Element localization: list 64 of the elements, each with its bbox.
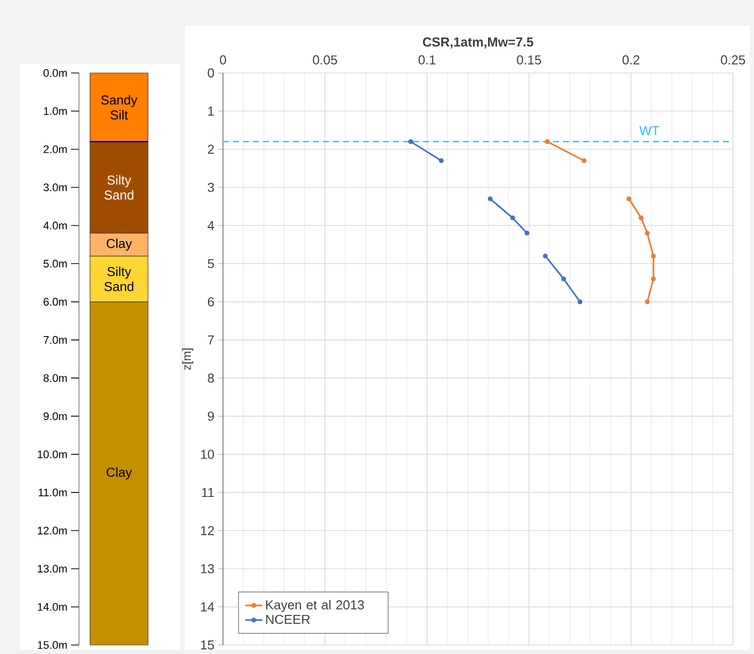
y-tick-label: 3.0m	[44, 184, 67, 192]
y-tick-label: 7	[208, 335, 214, 344]
y-tick-label: 1	[208, 106, 214, 116]
y-tick-label: 2.0m	[44, 145, 67, 154]
series-label: Silty Sand	[104, 266, 134, 292]
series-label: Clay	[106, 238, 132, 251]
x-tick-label: 0.05	[312, 55, 338, 64]
point	[582, 158, 586, 164]
y-tick-label: 6.0m	[44, 298, 67, 306]
y-tick-label: 0	[208, 68, 214, 78]
point	[638, 216, 644, 220]
x-tick-label: 0.15	[516, 55, 542, 64]
y-tick-label: 12	[201, 526, 214, 536]
series-label: Clay	[106, 467, 132, 480]
y-tick-label: 10	[201, 450, 214, 459]
y-tick-label: 0.0m	[44, 69, 67, 77]
y-axis-title: z[m]	[182, 348, 194, 370]
point	[561, 276, 566, 282]
point	[524, 230, 530, 236]
y-tick-label: 10.0m	[38, 450, 67, 458]
y-tick-label: 1.0m	[44, 107, 67, 116]
y-tick-label: 9	[208, 412, 214, 421]
y-tick-label: 5.0m	[44, 260, 67, 268]
point	[542, 254, 548, 258]
y-tick-label: 15	[201, 640, 214, 650]
point	[510, 216, 516, 220]
y-tick-label: 4	[208, 221, 214, 230]
y-tick-label: 2	[208, 144, 214, 154]
series-label: Silty Sand	[104, 175, 134, 200]
y-tick-label: 8	[208, 373, 214, 383]
point	[644, 230, 650, 236]
y-tick-label: 12.0m	[38, 526, 67, 534]
point	[651, 254, 656, 258]
y-tick-label: 11	[202, 488, 214, 497]
x-tick-label: 0.25	[720, 55, 746, 64]
y-tick-label: 5	[208, 259, 214, 268]
y-tick-label: 14.0m	[38, 602, 67, 611]
y-tick-label: 13.0m	[38, 564, 67, 573]
y-tick-label: 7.0m	[44, 336, 67, 344]
y-tick-label: 6	[208, 297, 214, 306]
point	[488, 196, 493, 202]
y-tick-label: 9.0m	[44, 412, 67, 420]
y-tick-label: 11.0m	[38, 488, 67, 496]
point	[651, 276, 656, 282]
point	[644, 299, 650, 304]
x-tick-label: 0.2	[622, 55, 640, 64]
y-tick-label: 8.0m	[44, 374, 67, 382]
y-tick-label: 14	[201, 602, 214, 612]
point	[408, 139, 414, 144]
y-tick-label: 3	[208, 182, 214, 192]
point	[438, 158, 444, 164]
point	[626, 196, 632, 202]
series-label: Sandy Silt	[101, 95, 138, 120]
y-tick-label: 4.0m	[43, 222, 67, 230]
legend-label: NCEER	[266, 614, 310, 624]
point	[578, 299, 582, 304]
x-tick-label: 0	[220, 55, 226, 64]
y-tick-label: 15.0m	[38, 641, 67, 649]
point	[544, 139, 550, 144]
x-tick-label: 0.1	[418, 55, 436, 64]
legend-label: Kayen et al 2013	[266, 600, 364, 612]
y-tick-label: 13	[201, 564, 214, 574]
ref-line-label: WT	[639, 126, 660, 136]
x-axis-title: CSR,1atm,Mw=7.5	[422, 37, 534, 48]
